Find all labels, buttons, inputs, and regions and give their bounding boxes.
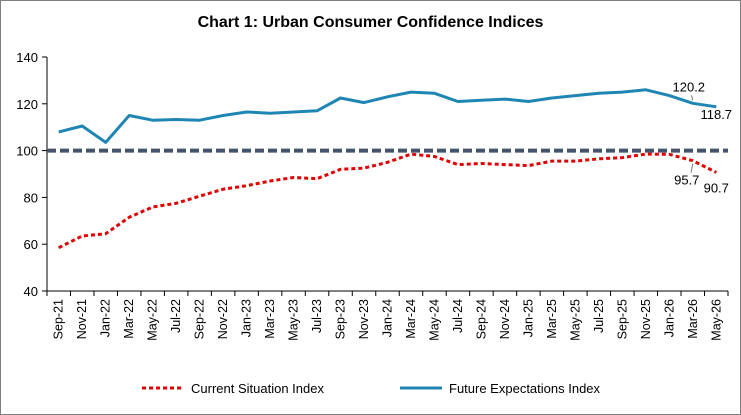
x-tick-label: Jan-22	[99, 299, 113, 337]
legend-item-current: Current Situation Index	[141, 378, 324, 398]
legend-item-future: Future Expectations Index	[399, 378, 600, 398]
y-tick-label: 80	[24, 190, 38, 205]
y-tick-label: 140	[16, 50, 38, 65]
data-label: 95.7	[674, 173, 699, 188]
x-tick-label: May-22	[146, 299, 160, 341]
x-tick-label: Sep-25	[615, 299, 629, 339]
chart-title: Chart 1: Urban Consumer Confidence Indic…	[197, 14, 544, 31]
legend-swatch-future	[400, 386, 442, 390]
x-tick-label: Sep-22	[193, 299, 207, 339]
x-tick-label: Mar-22	[122, 299, 136, 339]
y-tick-label: 60	[24, 237, 38, 252]
x-tick-label: Jan-23	[240, 299, 254, 337]
legend-label-future: Future Expectations Index	[449, 380, 601, 396]
x-tick-label: Nov-24	[498, 299, 512, 339]
x-tick-label: Jul-23	[310, 299, 324, 333]
x-tick-label: Nov-21	[75, 299, 89, 339]
x-tick-label: Nov-25	[639, 299, 653, 339]
x-tick-label: May-23	[287, 299, 301, 341]
x-tick-label: Jul-24	[451, 299, 465, 333]
x-tick-label: Mar-23	[263, 299, 277, 339]
series-line-current	[58, 152, 717, 250]
x-tick-label: Mar-24	[404, 299, 418, 339]
x-tick-label: Mar-26	[686, 299, 700, 339]
series-line-future	[58, 88, 717, 144]
y-tick-label: 120	[16, 97, 38, 112]
x-tick-label: Sep-23	[334, 299, 348, 339]
data-label: 120.2	[673, 79, 706, 94]
x-tick-label: Sep-21	[52, 299, 66, 339]
x-tick-label: May-25	[568, 299, 582, 341]
x-tick-label: May-26	[709, 299, 723, 341]
x-tick-label: Nov-22	[216, 299, 230, 339]
x-tick-label: Jul-25	[592, 299, 606, 333]
legend-swatch-current	[142, 386, 184, 390]
x-tick-label: Sep-24	[474, 299, 488, 339]
x-tick-label: Jan-25	[521, 299, 535, 337]
x-tick-label: Mar-25	[545, 299, 559, 339]
x-tick-label: Nov-23	[357, 299, 371, 339]
x-tick-label: May-24	[427, 299, 441, 341]
data-label: 90.7	[704, 180, 729, 195]
data-label-leader	[690, 163, 694, 173]
legend-label-current: Current Situation Index	[191, 380, 324, 396]
data-label: 118.7	[700, 107, 732, 122]
x-tick-label: Jan-24	[381, 299, 395, 337]
x-tick-label: Jul-22	[169, 299, 183, 333]
x-tick-label: Jan-26	[662, 299, 676, 337]
data-label-leader	[691, 95, 694, 101]
y-tick-label: 100	[16, 144, 38, 159]
y-tick-label: 40	[24, 284, 38, 299]
